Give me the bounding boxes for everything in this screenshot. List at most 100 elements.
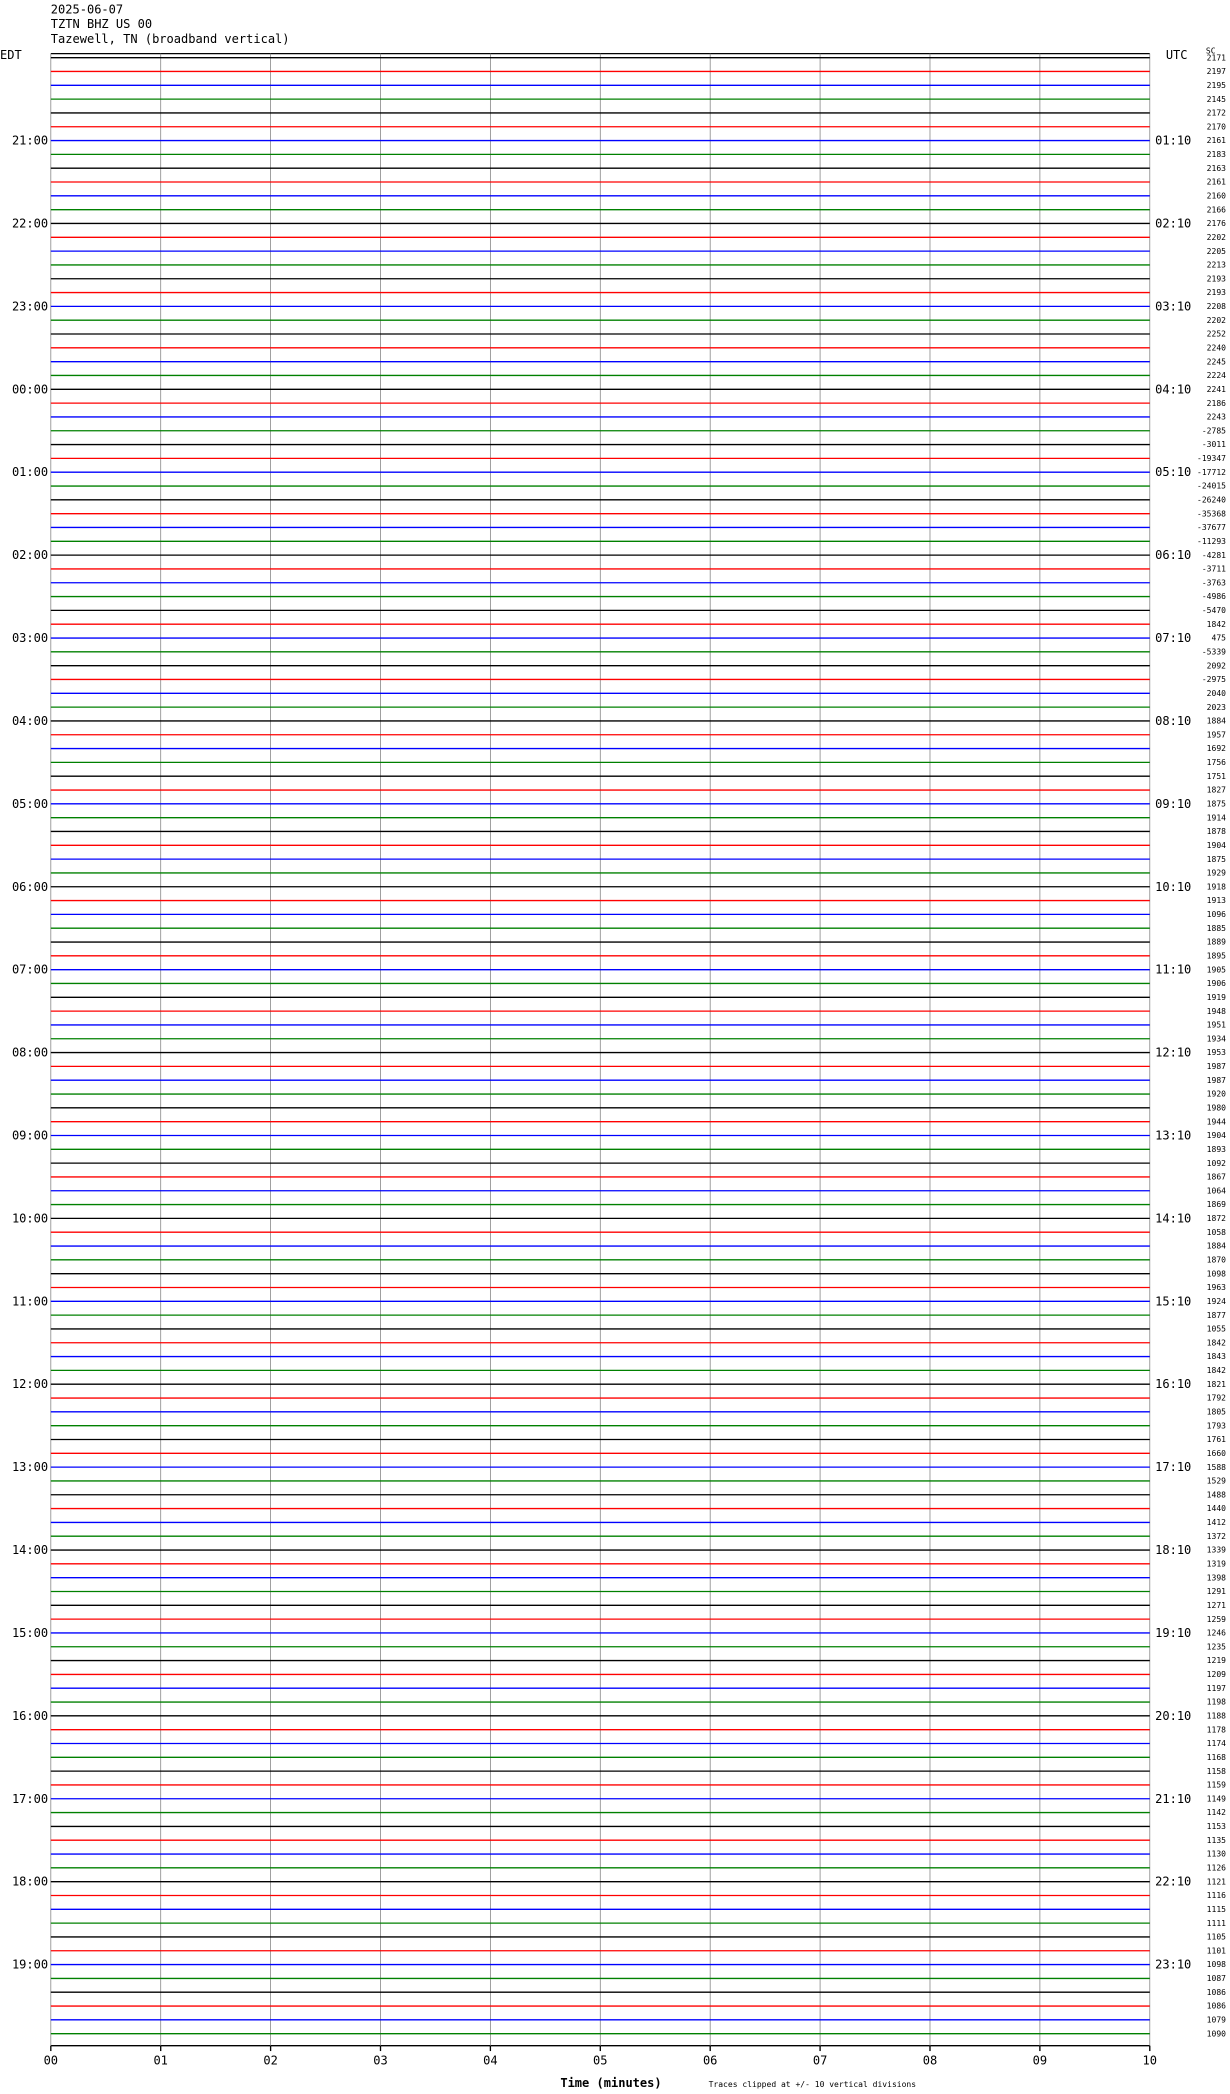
utc-hour-label: 03:10	[1155, 299, 1191, 313]
trace-value-label: 1877	[1207, 1311, 1226, 1320]
trace-value-label: 1957	[1207, 730, 1226, 739]
trace-value-label: -17712	[1197, 468, 1226, 477]
x-tick-label: 02	[263, 2053, 277, 2067]
utc-hour-label: 01:10	[1155, 134, 1191, 148]
note: Traces clipped at +/- 10 vertical divisi…	[709, 2080, 917, 2089]
local-hour-label: 06:00	[12, 880, 48, 894]
local-hour-label: 08:00	[12, 1046, 48, 1060]
trace-value-label: 1168	[1207, 1753, 1226, 1762]
trace-value-label: 1904	[1207, 1131, 1226, 1140]
trace-value-label: 1987	[1207, 1076, 1226, 1085]
local-hour-label: 23:00	[12, 299, 48, 313]
local-hour-label: 01:00	[12, 465, 48, 479]
trace-value-label: 1098	[1207, 1269, 1226, 1278]
trace-value-label: -3011	[1202, 440, 1226, 449]
local-hour-label: 00:00	[12, 382, 48, 396]
trace-value-label: 1895	[1207, 952, 1226, 961]
trace-value-label: 1219	[1207, 1656, 1226, 1665]
trace-value-label: 1980	[1207, 1104, 1226, 1113]
trace-value-label: 2161	[1207, 178, 1226, 187]
trace-value-label: 2186	[1207, 399, 1226, 408]
x-tick-label: 03	[373, 2053, 387, 2067]
x-axis-label: Time (minutes)	[560, 2076, 661, 2090]
utc-hour-label: 13:10	[1155, 1128, 1191, 1142]
trace-value-label: 2040	[1207, 689, 1226, 698]
x-tick-label: 07	[813, 2053, 827, 2067]
trace-value-label: 1130	[1207, 1850, 1226, 1859]
trace-value-label: 1756	[1207, 758, 1226, 767]
trace-value-label: -26240	[1197, 496, 1226, 505]
utc-hour-label: 05:10	[1155, 465, 1191, 479]
trace-value-label: 1924	[1207, 1297, 1226, 1306]
trace-value-label: 1086	[1207, 2002, 1226, 2011]
local-hour-label: 02:00	[12, 548, 48, 562]
trace-value-label: 1158	[1207, 1767, 1226, 1776]
trace-value-label: 1842	[1207, 620, 1226, 629]
local-hour-label: 07:00	[12, 963, 48, 977]
trace-value-label: 1087	[1207, 1974, 1226, 1983]
trace-value-label: 1188	[1207, 1712, 1226, 1721]
trace-value-label: 1963	[1207, 1283, 1226, 1292]
trace-value-label: 1904	[1207, 841, 1226, 850]
trace-value-label: 1235	[1207, 1642, 1226, 1651]
trace-value-label: 1793	[1207, 1421, 1226, 1430]
trace-value-label: 1867	[1207, 1173, 1226, 1182]
trace-value-label: 2252	[1207, 330, 1226, 339]
trace-value-label: 1918	[1207, 882, 1226, 891]
trace-value-label: 1951	[1207, 1021, 1226, 1030]
trace-value-label: 2176	[1207, 219, 1226, 228]
trace-value-label: 1893	[1207, 1145, 1226, 1154]
local-hour-label: 14:00	[12, 1543, 48, 1557]
trace-value-label: 1092	[1207, 1159, 1226, 1168]
trace-value-label: 2240	[1207, 344, 1226, 353]
trace-value-label: 1098	[1207, 1960, 1226, 1969]
trace-value-label: 1198	[1207, 1698, 1226, 1707]
trace-value-label: -37677	[1197, 523, 1226, 532]
trace-value-label: -24015	[1197, 482, 1226, 491]
x-tick-label: 04	[483, 2053, 497, 2067]
trace-value-label: 2197	[1207, 67, 1226, 76]
trace-value-label: -19347	[1197, 454, 1226, 463]
trace-value-label: 1843	[1207, 1352, 1226, 1361]
trace-value-label: 1121	[1207, 1877, 1226, 1886]
trace-value-label: 1271	[1207, 1601, 1226, 1610]
trace-value-label: 1086	[1207, 1988, 1226, 1997]
trace-value-label: 1178	[1207, 1725, 1226, 1734]
trace-value-label: 1934	[1207, 1034, 1226, 1043]
trace-value-label: 1884	[1207, 1242, 1226, 1251]
local-hour-label: 04:00	[12, 714, 48, 728]
trace-value-label: 1159	[1207, 1781, 1226, 1790]
local-hour-label: 17:00	[12, 1792, 48, 1806]
left-axis-title: EDT	[0, 48, 22, 62]
trace-value-label: 1751	[1207, 772, 1226, 781]
trace-value-label: -3763	[1202, 578, 1226, 587]
trace-value-label: 1792	[1207, 1394, 1226, 1403]
x-tick-label: 01	[153, 2053, 167, 2067]
trace-value-label: 475	[1212, 634, 1227, 643]
trace-value-label: 2213	[1207, 261, 1226, 270]
trace-value-label: 1948	[1207, 1007, 1226, 1016]
local-hour-label: 13:00	[12, 1460, 48, 1474]
trace-value-label: 1126	[1207, 1864, 1226, 1873]
trace-value-label: 1889	[1207, 938, 1226, 947]
x-tick-label: 08	[923, 2053, 937, 2067]
trace-value-label: -4986	[1202, 592, 1226, 601]
utc-hour-label: 17:10	[1155, 1460, 1191, 1474]
trace-value-label: 1116	[1207, 1891, 1226, 1900]
trace-value-label: 1953	[1207, 1048, 1226, 1057]
utc-hour-label: 10:10	[1155, 880, 1191, 894]
trace-value-label: 1412	[1207, 1518, 1226, 1527]
utc-hour-label: 09:10	[1155, 797, 1191, 811]
trace-value-label: 1153	[1207, 1822, 1226, 1831]
utc-hour-label: 04:10	[1155, 382, 1191, 396]
trace-value-label: 2241	[1207, 385, 1226, 394]
trace-value-label: 1842	[1207, 1366, 1226, 1375]
trace-value-label: -5470	[1202, 606, 1226, 615]
trace-value-label: 1529	[1207, 1477, 1226, 1486]
trace-value-label: 2208	[1207, 302, 1226, 311]
trace-value-label: 1885	[1207, 924, 1226, 933]
trace-value-label: 2145	[1207, 95, 1226, 104]
trace-value-label: 1875	[1207, 800, 1226, 809]
trace-value-label: 2172	[1207, 109, 1226, 118]
x-tick-label: 06	[703, 2053, 717, 2067]
